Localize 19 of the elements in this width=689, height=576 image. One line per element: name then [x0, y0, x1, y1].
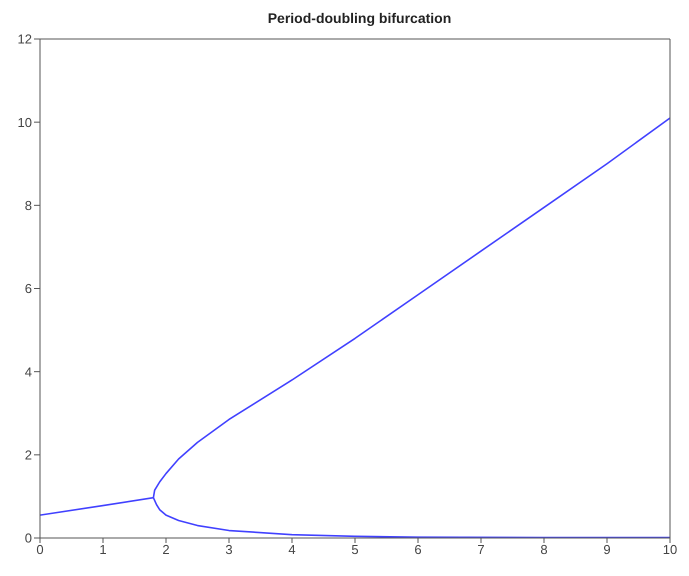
x-tick-label: 1: [99, 542, 107, 558]
x-tick-label: 5: [351, 542, 359, 558]
y-tick-label: 4: [24, 364, 32, 380]
y-tick-label: 10: [18, 114, 32, 130]
x-tick-label: 9: [603, 542, 611, 558]
x-tick-label: 0: [36, 542, 44, 558]
x-tick-label: 4: [288, 542, 296, 558]
x-tick-label: 6: [414, 542, 422, 558]
x-tick-label: 8: [540, 542, 548, 558]
y-tick-label: 6: [24, 281, 32, 296]
chart-title: Period-doubling bifurcation: [266, 9, 452, 28]
y-tick-label: 12: [18, 32, 32, 47]
x-tick-label: 2: [162, 542, 170, 558]
x-tick-label: 10: [662, 542, 678, 558]
y-tick-label: 0: [24, 530, 32, 546]
x-tick-label: 3: [225, 542, 233, 558]
x-tick-label: 7: [477, 542, 485, 558]
y-tick-label: 8: [24, 198, 32, 213]
y-tick-label: 2: [24, 447, 32, 462]
